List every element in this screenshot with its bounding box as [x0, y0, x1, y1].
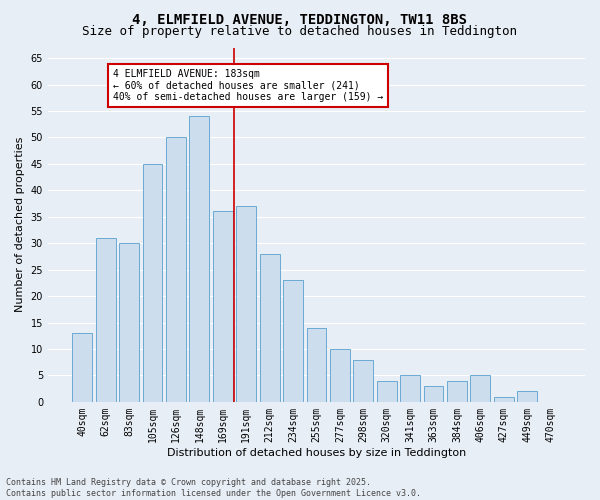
- Text: Size of property relative to detached houses in Teddington: Size of property relative to detached ho…: [83, 25, 517, 38]
- Bar: [424, 386, 443, 402]
- Bar: [143, 164, 163, 402]
- Text: Contains HM Land Registry data © Crown copyright and database right 2025.
Contai: Contains HM Land Registry data © Crown c…: [6, 478, 421, 498]
- Bar: [353, 360, 373, 402]
- Bar: [166, 138, 186, 402]
- X-axis label: Distribution of detached houses by size in Teddington: Distribution of detached houses by size …: [167, 448, 466, 458]
- Bar: [330, 349, 350, 402]
- Bar: [190, 116, 209, 402]
- Bar: [447, 380, 467, 402]
- Bar: [400, 376, 420, 402]
- Bar: [119, 243, 139, 402]
- Bar: [377, 380, 397, 402]
- Bar: [283, 280, 303, 402]
- Bar: [260, 254, 280, 402]
- Bar: [517, 392, 537, 402]
- Text: 4 ELMFIELD AVENUE: 183sqm
← 60% of detached houses are smaller (241)
40% of semi: 4 ELMFIELD AVENUE: 183sqm ← 60% of detac…: [113, 68, 383, 102]
- Bar: [73, 333, 92, 402]
- Bar: [96, 238, 116, 402]
- Bar: [213, 212, 233, 402]
- Text: 4, ELMFIELD AVENUE, TEDDINGTON, TW11 8BS: 4, ELMFIELD AVENUE, TEDDINGTON, TW11 8BS: [133, 12, 467, 26]
- Bar: [307, 328, 326, 402]
- Bar: [494, 396, 514, 402]
- Bar: [470, 376, 490, 402]
- Bar: [236, 206, 256, 402]
- Y-axis label: Number of detached properties: Number of detached properties: [15, 137, 25, 312]
